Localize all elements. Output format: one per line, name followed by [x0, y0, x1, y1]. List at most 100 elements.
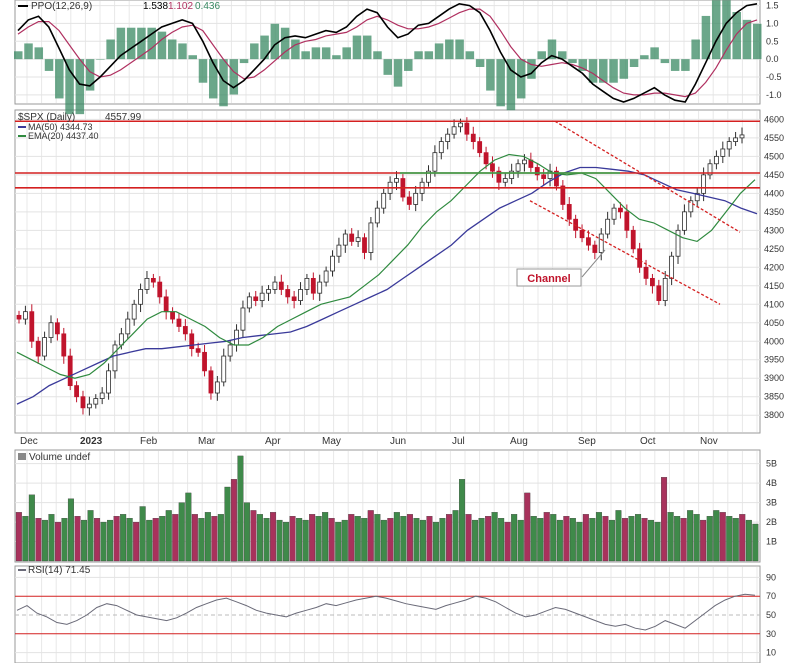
channel-upper-line	[554, 120, 741, 233]
volume-bar	[517, 519, 524, 562]
candle-body	[637, 248, 643, 268]
price-ytick: 4150	[764, 281, 784, 291]
ppo-histogram-bar	[506, 59, 516, 111]
volume-ytick: 4B	[766, 478, 777, 488]
candle-body	[598, 233, 604, 253]
volume-bar	[621, 518, 628, 562]
price-legend-value: 4557.99	[105, 112, 142, 123]
volume-bar	[706, 516, 713, 562]
ppo-histogram-bar	[753, 23, 762, 60]
volume-bar	[569, 518, 576, 562]
candle-body	[182, 326, 188, 335]
ppo-legend-label: PPO(12,26,9)	[31, 1, 92, 12]
volume-bar	[556, 519, 563, 562]
ppo-histogram-bar	[660, 59, 670, 64]
price-ytick: 4600	[764, 114, 784, 124]
month-label: 2023	[80, 436, 103, 447]
candle-body	[54, 322, 60, 335]
candle-body	[61, 333, 67, 357]
candle-body	[214, 381, 220, 394]
ppo-histogram-bar	[465, 51, 475, 60]
volume-bar	[198, 518, 205, 562]
candle-body	[477, 141, 483, 154]
candle-body	[157, 281, 163, 298]
price-ytick: 4400	[764, 188, 784, 198]
volume-panel	[14, 449, 761, 563]
volume-bar	[289, 516, 296, 562]
candle-body	[605, 218, 611, 235]
candle-body	[176, 318, 182, 327]
candle-body	[304, 277, 310, 290]
volume-bar	[270, 512, 277, 562]
candle-body	[458, 122, 463, 128]
month-label: Oct	[640, 436, 656, 447]
ppo-histogram-bar	[670, 59, 680, 71]
volume-bar	[322, 512, 329, 562]
candle-body	[726, 141, 732, 150]
volume-ytick: 1B	[766, 537, 777, 547]
volume-bar	[589, 518, 596, 562]
month-label: Nov	[700, 436, 718, 447]
price-ytick: 3900	[764, 373, 784, 383]
candle-body	[413, 192, 419, 205]
price-panel	[14, 109, 761, 434]
ppo-histogram-bar	[239, 59, 249, 64]
volume-bar	[133, 521, 140, 562]
ppo-histogram-bar	[486, 59, 495, 91]
price-ytick: 4300	[764, 225, 784, 235]
ma-legend: MA(50) 4344.73	[28, 122, 93, 132]
volume-bar	[302, 519, 309, 562]
volume-legend-label: Volume undef	[29, 452, 90, 463]
ppo-histogram-bar	[270, 23, 280, 60]
volume-bar	[380, 519, 387, 562]
ppo-histogram-bar	[167, 39, 177, 60]
candle-body	[202, 351, 207, 372]
ppo-histogram-bar	[650, 47, 659, 60]
volume-bar	[504, 521, 511, 562]
candle-body	[560, 185, 566, 205]
candle-body	[643, 266, 649, 279]
volume-bar	[35, 518, 42, 562]
candle-body	[272, 281, 278, 290]
volume-bar	[732, 518, 739, 562]
candle-body	[445, 133, 451, 142]
volume-bar	[348, 514, 355, 562]
volume-bar	[745, 519, 752, 562]
volume-bar	[400, 516, 407, 562]
candle-body	[163, 296, 169, 313]
volume-bar	[335, 521, 342, 562]
candle-body	[208, 370, 214, 394]
candle-body	[515, 163, 521, 172]
candle-body	[624, 211, 630, 231]
candle-body	[368, 222, 374, 253]
ppo-legend: PPO(12,26,9) 1.538 1.102 0.436	[18, 1, 220, 12]
volume-bar	[172, 514, 179, 562]
volume-bar	[41, 519, 48, 562]
candle-body	[112, 344, 118, 372]
candle-body	[707, 163, 713, 176]
candle-body	[509, 170, 515, 179]
ppo-histogram-bar	[383, 59, 392, 75]
candle-body	[714, 155, 719, 165]
candle-body	[342, 233, 348, 246]
ppo-histogram-bar	[332, 55, 341, 60]
candle-body	[80, 396, 86, 409]
candle-body	[464, 122, 470, 135]
ppo-histogram-bar	[147, 27, 156, 60]
volume-bar	[61, 518, 68, 562]
candle-body	[285, 289, 291, 298]
candle-body	[490, 163, 495, 172]
ppo-histogram-bar	[75, 59, 85, 115]
candle-body	[240, 307, 246, 331]
candle-body	[144, 277, 150, 290]
volume-bar	[674, 516, 681, 562]
price-ytick: 4000	[764, 336, 784, 346]
ppo-histogram-bar	[116, 27, 126, 60]
ppo-histogram-bar	[568, 59, 577, 64]
volume-bar	[107, 519, 114, 562]
candle-body	[310, 277, 316, 294]
volume-bar	[752, 523, 759, 562]
candle-body	[682, 211, 687, 231]
candle-body	[502, 178, 508, 183]
